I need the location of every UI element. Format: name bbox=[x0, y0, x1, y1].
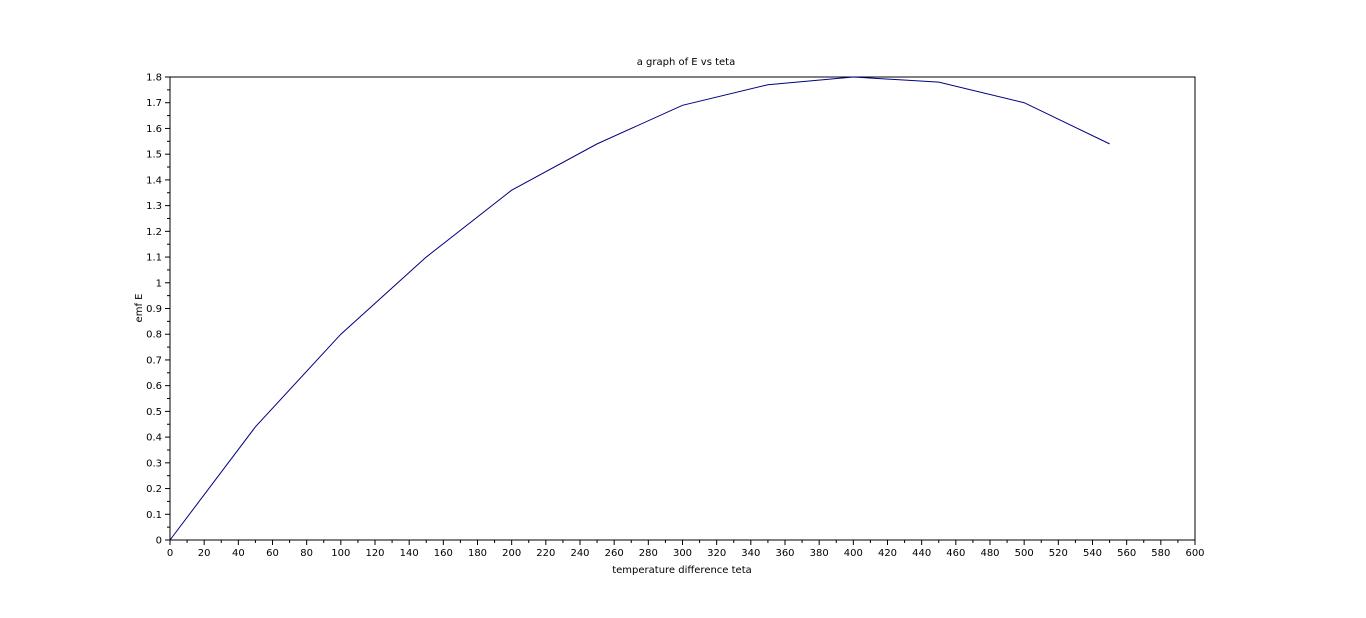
y-tick-label: 0.6 bbox=[146, 381, 162, 392]
x-tick-label: 400 bbox=[844, 548, 863, 559]
y-tick-label: 0.5 bbox=[146, 407, 162, 418]
x-tick-label: 520 bbox=[1049, 548, 1068, 559]
x-tick-label: 240 bbox=[570, 548, 589, 559]
y-axis: 0 0.1 0.2 0.3 0.4 0.5 0.6 0.7 0.8 0.9 1 1.1 1.2 1.3 1.… bbox=[146, 73, 170, 547]
series-line bbox=[169, 76, 1110, 541]
x-tick-label: 280 bbox=[639, 548, 658, 559]
x-tick-label: 0 bbox=[167, 548, 173, 559]
x-tick-label: 480 bbox=[980, 548, 999, 559]
x-tick-label: 600 bbox=[1185, 548, 1204, 559]
x-tick-label: 440 bbox=[912, 548, 931, 559]
y-tick-label: 1.8 bbox=[146, 73, 162, 84]
x-tick-label: 120 bbox=[365, 548, 384, 559]
x-tick-label: 140 bbox=[400, 548, 419, 559]
y-tick-label: 0.7 bbox=[146, 355, 162, 366]
x-tick-label: 460 bbox=[946, 548, 965, 559]
x-tick-label: 260 bbox=[605, 548, 624, 559]
x-tick-label: 360 bbox=[775, 548, 794, 559]
y-tick-label: 1.4 bbox=[146, 175, 162, 186]
x-tick-label: 560 bbox=[1117, 548, 1136, 559]
y-tick-label: 0.3 bbox=[146, 458, 162, 469]
plot-frame bbox=[169, 76, 1196, 541]
x-tick-label: 180 bbox=[468, 548, 487, 559]
x-tick-label: 60 bbox=[266, 548, 279, 559]
x-tick-label: 540 bbox=[1083, 548, 1102, 559]
series-layer bbox=[169, 76, 1110, 541]
x-axis: 0 20 40 60 80 100 120 140 160 180 200 220 240 260 280 3… bbox=[167, 540, 1205, 559]
plot-area bbox=[169, 76, 1196, 541]
y-tick-label: 1.1 bbox=[146, 253, 162, 264]
chart-title: a graph of E vs teta bbox=[637, 57, 736, 68]
y-tick-label: 0.1 bbox=[146, 510, 162, 521]
y-tick-label: 1.2 bbox=[146, 227, 162, 238]
x-tick-label: 200 bbox=[502, 548, 521, 559]
y-tick-label: 1.3 bbox=[146, 201, 162, 212]
x-tick-label: 220 bbox=[536, 548, 555, 559]
x-tick-label: 500 bbox=[1015, 548, 1034, 559]
y-tick-label: 0.4 bbox=[146, 433, 162, 444]
x-tick-label: 100 bbox=[331, 548, 350, 559]
y-tick-label: 0.8 bbox=[146, 330, 162, 341]
y-tick-label: 0 bbox=[156, 536, 162, 547]
x-tick-label: 40 bbox=[232, 548, 245, 559]
y-tick-label: 0.2 bbox=[146, 484, 162, 495]
x-tick-label: 80 bbox=[300, 548, 313, 559]
x-tick-label: 380 bbox=[810, 548, 829, 559]
y-tick-label: 0.9 bbox=[146, 304, 162, 315]
x-tick-label: 420 bbox=[878, 548, 897, 559]
x-tick-label: 160 bbox=[434, 548, 453, 559]
y-tick-label: 1 bbox=[156, 278, 162, 289]
x-axis-label: temperature difference teta bbox=[612, 565, 752, 576]
y-tick-label: 1.6 bbox=[146, 124, 162, 135]
x-tick-label: 300 bbox=[673, 548, 692, 559]
y-tick-label: 1.5 bbox=[146, 150, 162, 161]
x-tick-label: 580 bbox=[1151, 548, 1170, 559]
x-tick-label: 320 bbox=[707, 548, 726, 559]
x-tick-label: 340 bbox=[741, 548, 760, 559]
x-tick-label: 20 bbox=[198, 548, 211, 559]
y-axis-label: emf E bbox=[134, 294, 145, 323]
y-tick-label: 1.7 bbox=[146, 98, 162, 109]
